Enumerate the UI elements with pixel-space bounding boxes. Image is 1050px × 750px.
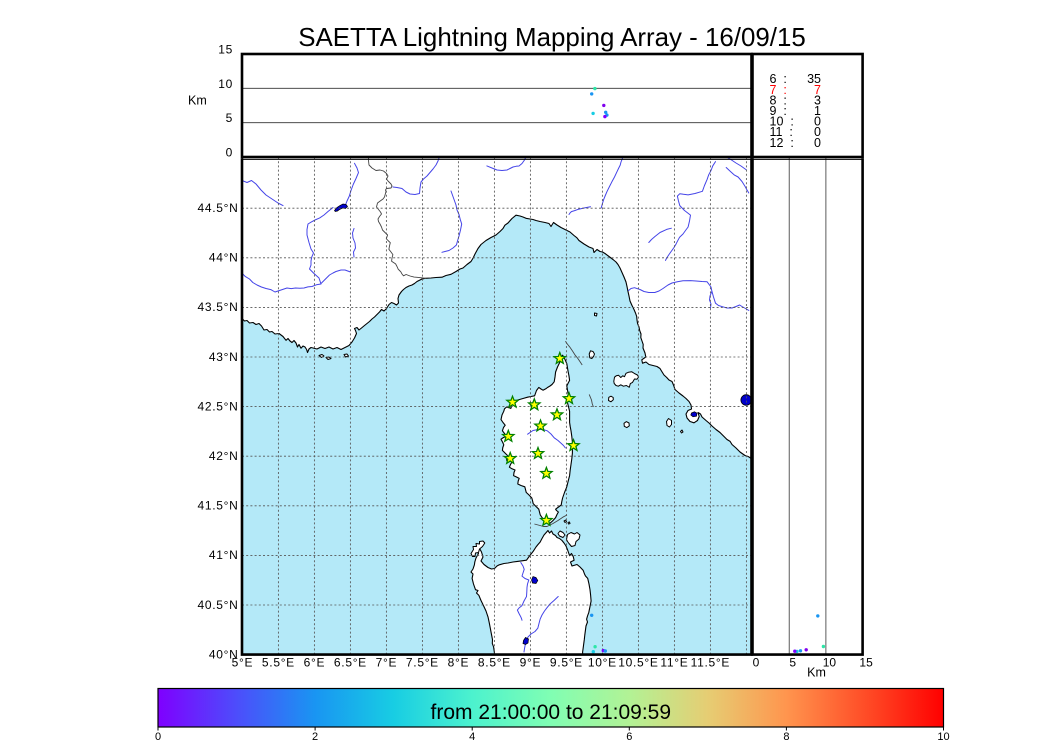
svg-text:44.5°N: 44.5°N [197,201,238,215]
svg-text:11.5°E: 11.5°E [691,656,730,670]
svg-text:12 :: 12 : [770,136,794,150]
svg-text:6.5°E: 6.5°E [334,656,367,670]
svg-text:7°E: 7°E [376,656,398,670]
svg-text:2: 2 [312,731,318,743]
svg-text:44°N: 44°N [209,251,239,265]
svg-text:43°N: 43°N [209,350,239,364]
svg-text:42°N: 42°N [209,449,239,463]
svg-text:0: 0 [753,656,760,670]
svg-text:6°E: 6°E [304,656,326,670]
svg-text:5: 5 [226,111,233,125]
svg-text:6: 6 [626,731,632,743]
svg-text:0: 0 [814,115,821,129]
svg-text:10: 10 [218,77,233,91]
svg-text:4: 4 [469,731,475,743]
svg-text:0: 0 [155,731,161,743]
svg-text:11 :: 11 : [770,125,793,139]
svg-text:0: 0 [814,136,821,150]
svg-text:10.5°E: 10.5°E [618,656,658,670]
svg-text:0: 0 [226,146,233,160]
svg-text:11°E: 11°E [660,656,688,670]
svg-text:3: 3 [814,93,821,107]
svg-text:7 :: 7 : [770,83,787,97]
svg-text:35: 35 [807,72,821,86]
svg-text:9 :: 9 : [770,104,787,118]
svg-text:5.5°E: 5.5°E [262,656,295,670]
svg-text:41.5°N: 41.5°N [197,499,238,513]
svg-text:7: 7 [814,83,821,97]
svg-text:42.5°N: 42.5°N [197,399,238,413]
svg-text:Km: Km [188,94,207,108]
svg-text:5: 5 [789,656,796,670]
svg-text:15: 15 [218,43,233,57]
svg-text:from 21:00:00 to 21:09:59: from 21:00:00 to 21:09:59 [431,701,672,724]
svg-text:8 :: 8 : [770,93,787,107]
svg-text:5°E: 5°E [232,656,254,670]
svg-text:8: 8 [783,731,789,743]
svg-text:40°N: 40°N [209,647,239,661]
svg-text:8.5°E: 8.5°E [478,656,511,670]
svg-text:10: 10 [937,731,949,743]
svg-text:0: 0 [814,125,821,139]
svg-text:6 :: 6 : [770,72,787,86]
svg-text:10: 10 [823,656,837,670]
svg-text:8°E: 8°E [448,656,470,670]
svg-text:1: 1 [814,104,821,118]
svg-text:Km: Km [807,666,826,680]
svg-text:10°E: 10°E [588,656,617,670]
svg-text:40.5°N: 40.5°N [197,598,238,612]
svg-text:10 :: 10 : [770,115,794,129]
svg-text:9.5°E: 9.5°E [550,656,583,670]
svg-text:SAETTA Lightning Mapping Array: SAETTA Lightning Mapping Array - 16/09/1… [298,24,806,52]
svg-text:9°E: 9°E [520,656,542,670]
svg-text:7.5°E: 7.5°E [406,656,439,670]
svg-text:15: 15 [859,656,873,670]
svg-text:41°N: 41°N [209,548,239,562]
svg-text:43.5°N: 43.5°N [197,300,238,314]
